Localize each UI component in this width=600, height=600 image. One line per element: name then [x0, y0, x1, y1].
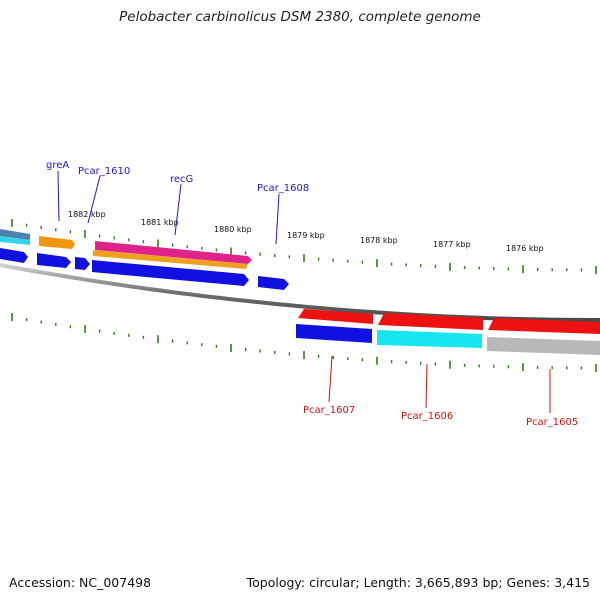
gene-label-pcar1607[interactable]: Pcar_1607	[303, 405, 355, 416]
scale-label-1878: 1878 kbp	[360, 236, 398, 245]
leader-pcar1608	[275, 193, 280, 245]
scale-ticks-upper	[11, 218, 597, 274]
accession-text: Accession: NC_007498	[9, 575, 152, 590]
label-leaders	[57, 170, 551, 413]
scale-label-1882: 1882 kbp	[68, 210, 106, 219]
map-title: Pelobacter carbinolicus DSM 2380, comple…	[119, 9, 481, 25]
gene-arrow-gray-pcar1605[interactable]	[487, 337, 600, 355]
scale-ticks-lower	[11, 313, 597, 372]
gene-arrow-cyan-pcar1606[interactable]	[377, 330, 482, 348]
gene-label-pcar1610[interactable]: Pcar_1610	[78, 166, 130, 177]
gene-label-recg[interactable]: recG	[170, 174, 193, 185]
gene-arrow-blue-pcar1607[interactable]	[296, 324, 372, 343]
gene-label-pcar1605[interactable]: Pcar_1605	[526, 417, 578, 428]
gene-arrow-orange-grea[interactable]	[39, 236, 75, 249]
scale-label-1881: 1881 kbp	[141, 218, 179, 227]
gene-label-grea[interactable]: greA	[46, 160, 69, 171]
gene-arrow-partial-cyan[interactable]	[0, 236, 30, 245]
leader-grea	[57, 170, 60, 222]
gene-arrow-red-3[interactable]	[488, 318, 600, 334]
gene-arrow-blue-1[interactable]	[0, 248, 28, 263]
leader-pcar1607	[328, 355, 333, 403]
gene-label-pcar1606[interactable]: Pcar_1606	[401, 411, 453, 422]
gene-arrow-red-1[interactable]	[298, 309, 373, 324]
gene-arrow-red-2[interactable]	[378, 313, 483, 330]
gene-arrow-blue-2[interactable]	[37, 253, 71, 268]
gene-arrow-partial-steelblue[interactable]	[0, 229, 30, 240]
gene-label-pcar1608[interactable]: Pcar_1608	[257, 183, 309, 194]
topology-text: Topology: circular; Length: 3,665,893 bp…	[246, 575, 590, 590]
gene-arrow-blue-pcar1608[interactable]	[258, 276, 289, 290]
gene-track-reverse	[296, 309, 600, 355]
genome-backbone	[0, 263, 600, 322]
leader-recg	[174, 183, 182, 236]
gene-arrow-magenta-recg[interactable]	[95, 241, 252, 264]
gene-arrow-blue-long[interactable]	[92, 260, 249, 286]
scale-label-1876: 1876 kbp	[506, 244, 544, 253]
scale-label-1877: 1877 kbp	[433, 240, 471, 249]
leader-pcar1606	[425, 363, 428, 409]
scale-label-1879: 1879 kbp	[287, 231, 325, 240]
scale-label-1880: 1880 kbp	[214, 225, 252, 234]
leader-pcar1610	[87, 175, 101, 224]
gene-track-forward	[0, 229, 289, 290]
gene-arrow-blue-3[interactable]	[75, 257, 90, 270]
gene-arrow-orange-recg[interactable]	[93, 250, 248, 269]
